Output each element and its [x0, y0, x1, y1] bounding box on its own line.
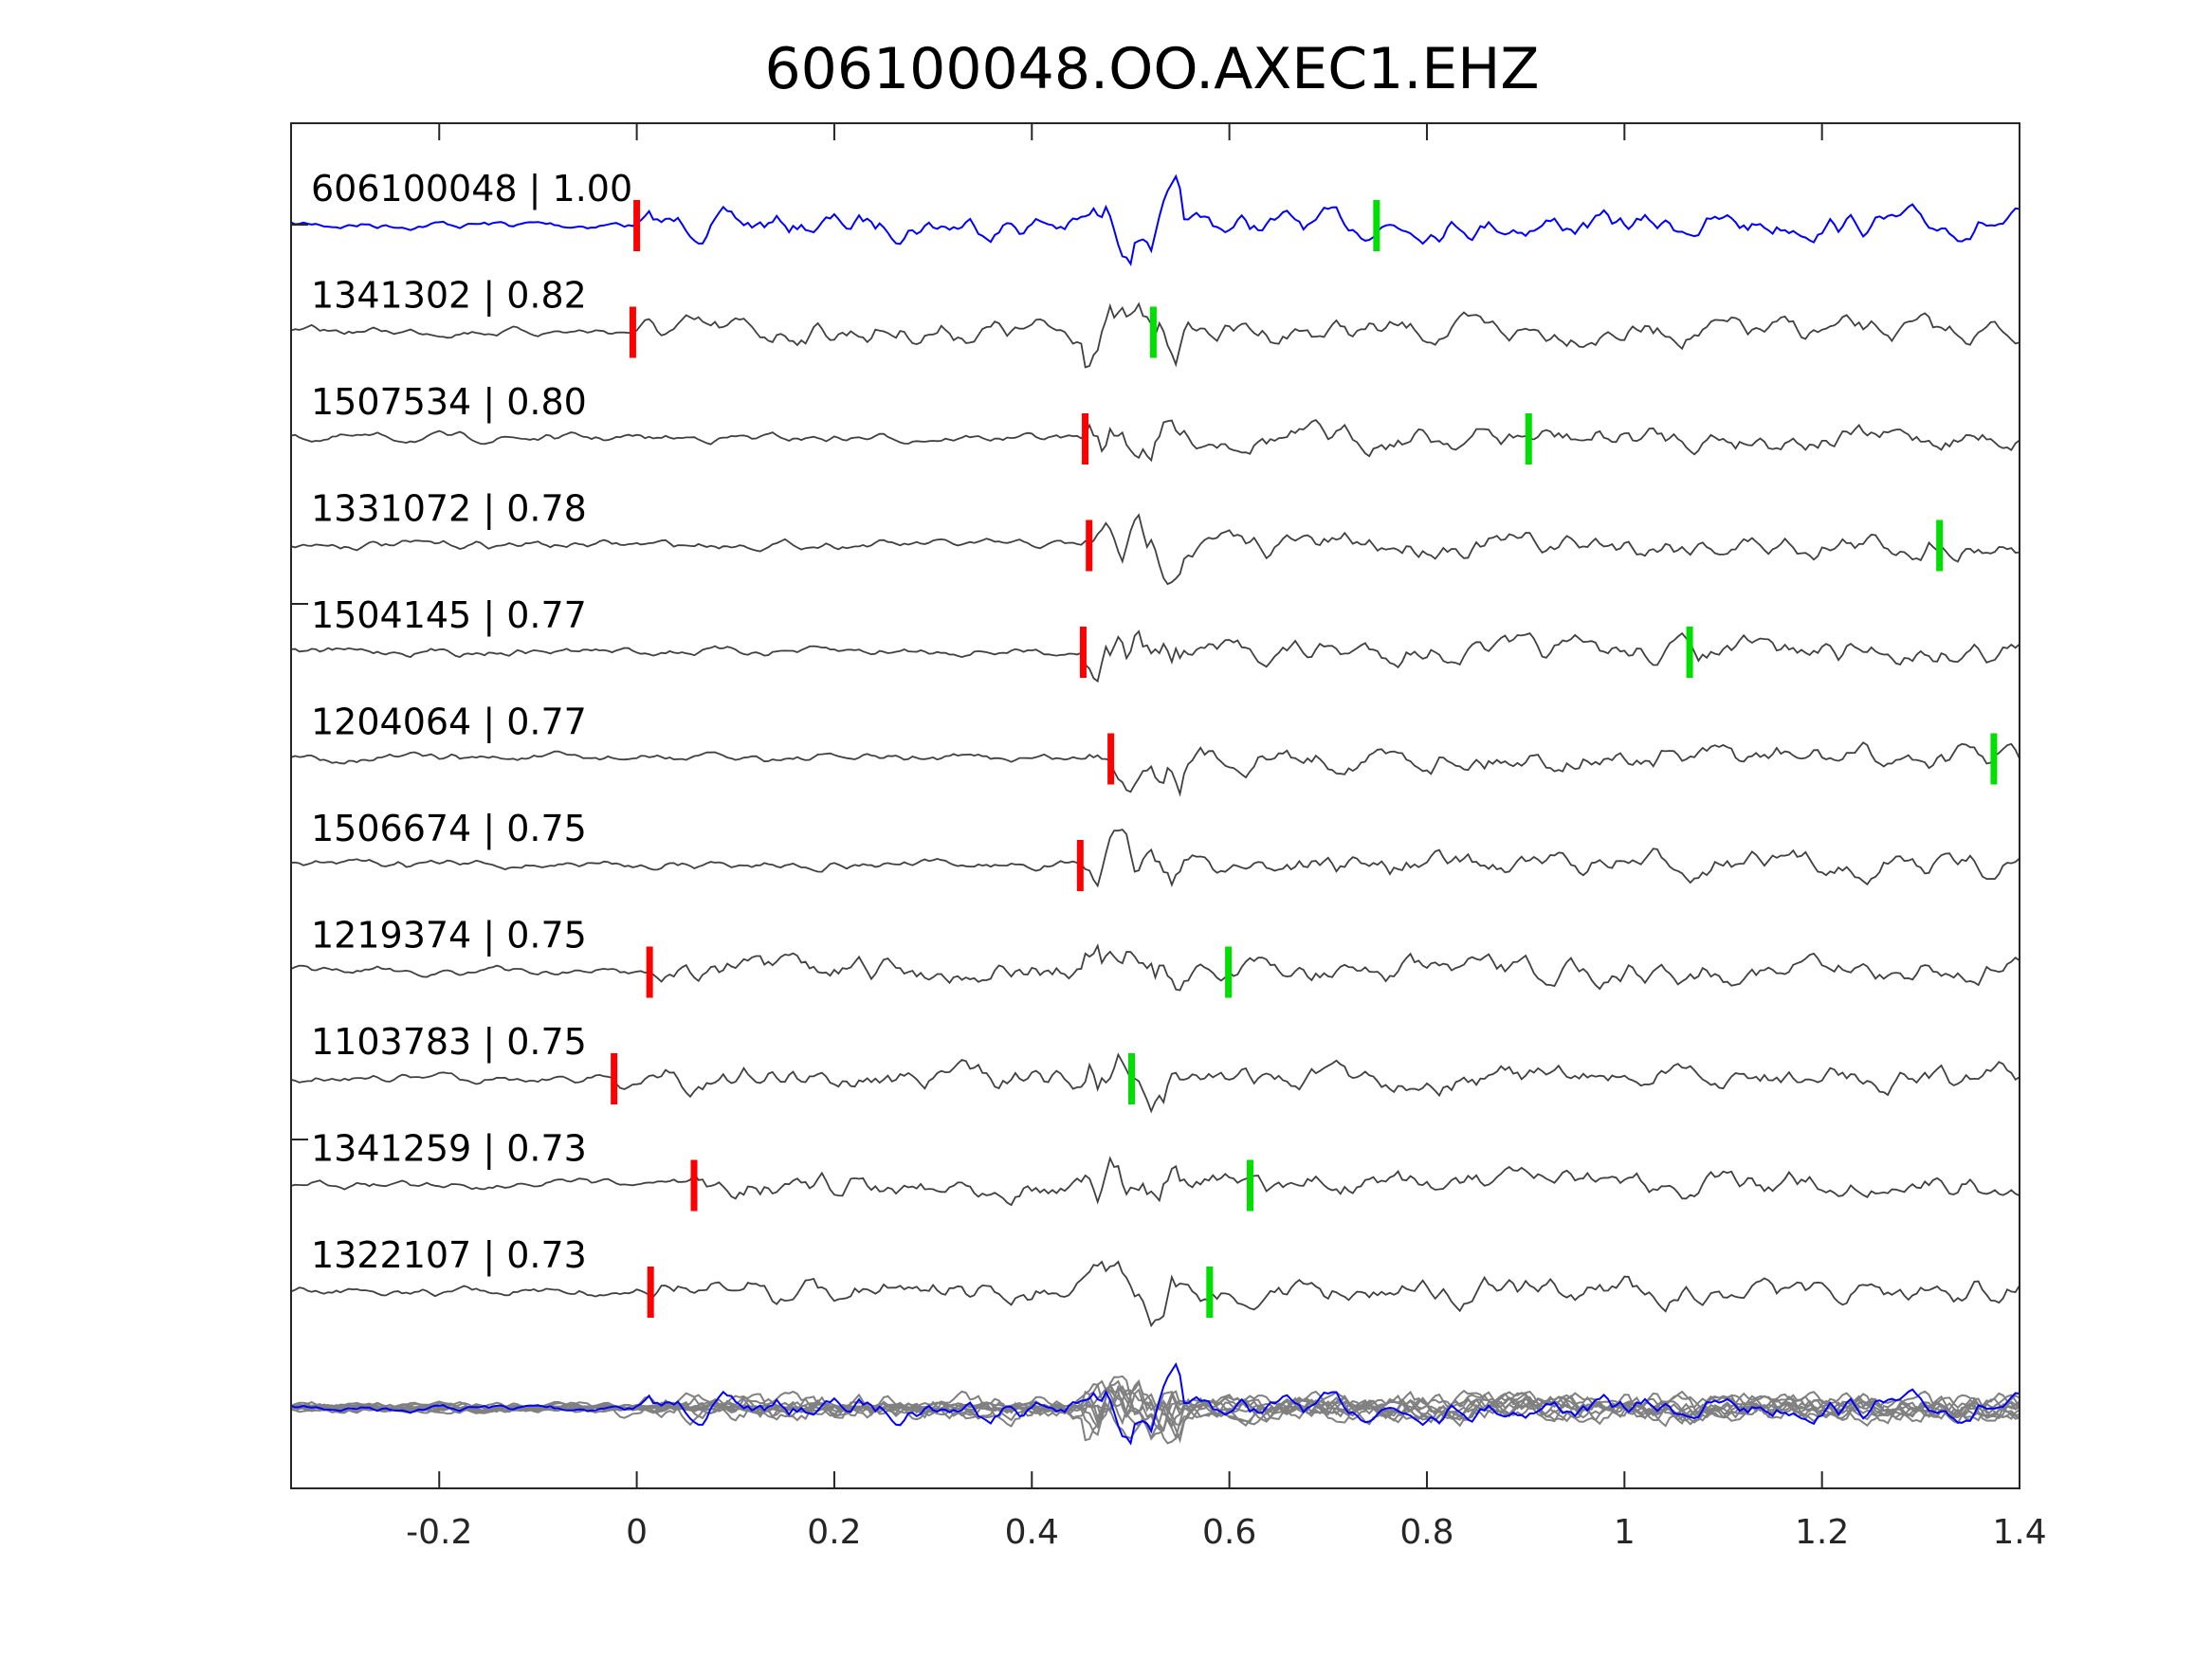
- waveform-trace: [290, 943, 2020, 992]
- x-tick-label: 0.2: [807, 1513, 861, 1552]
- stack-template-trace: [290, 1361, 2020, 1446]
- trace-label: 1341259 | 0.73: [311, 1128, 587, 1171]
- waveform-trace: [290, 1052, 2020, 1114]
- trace-label: 1103783 | 0.75: [311, 1021, 587, 1064]
- trace-label: 1341302 | 0.82: [311, 275, 587, 318]
- trace-label: 1331072 | 0.78: [311, 488, 587, 531]
- trace-label: 1219374 | 0.75: [311, 915, 587, 957]
- trace-label: 1507534 | 0.80: [311, 381, 587, 424]
- trace-label: 1204064 | 0.77: [311, 702, 587, 744]
- trace-label: 1322107 | 0.73: [311, 1234, 587, 1277]
- x-tick-label: 0.8: [1399, 1513, 1453, 1552]
- waveform-trace: [290, 1260, 2020, 1328]
- traces-group: 606100048 | 1.00 1341302 | 0.82 1507534 | …: [290, 168, 2020, 1446]
- x-axis: -0.2 0 0.2 0.4 0.6 0.8 1 1.2 1.4: [291, 123, 2047, 1552]
- stack-trace: [290, 1384, 2020, 1441]
- x-tick-label: 1.4: [1992, 1513, 2046, 1552]
- chart-title: 606100048.OO.AXEC1.EHZ: [764, 36, 1539, 102]
- waveform-trace: [290, 419, 2020, 463]
- trace-label: 606100048 | 1.00: [311, 168, 632, 210]
- plot-frame: [290, 122, 2020, 1489]
- waveform-trace: [290, 629, 2020, 684]
- waveform-trace: [290, 1156, 2020, 1207]
- waveform-trace: [290, 829, 2020, 888]
- x-tick-label: 1: [1614, 1513, 1636, 1552]
- x-tick-label: 1.2: [1795, 1513, 1849, 1552]
- waveform-trace: [290, 173, 2020, 267]
- waveform-trace: [290, 513, 2020, 586]
- waveform-trace: [290, 741, 2020, 797]
- trace-label: 1504145 | 0.77: [311, 594, 587, 637]
- stack-trace: [290, 1379, 2020, 1441]
- x-tick-label: -0.2: [406, 1513, 472, 1552]
- x-tick-label: 0.6: [1202, 1513, 1256, 1552]
- x-tick-label: 0: [626, 1513, 648, 1552]
- x-tick-label: 0.4: [1005, 1513, 1059, 1552]
- trace-label: 1506674 | 0.75: [311, 808, 587, 850]
